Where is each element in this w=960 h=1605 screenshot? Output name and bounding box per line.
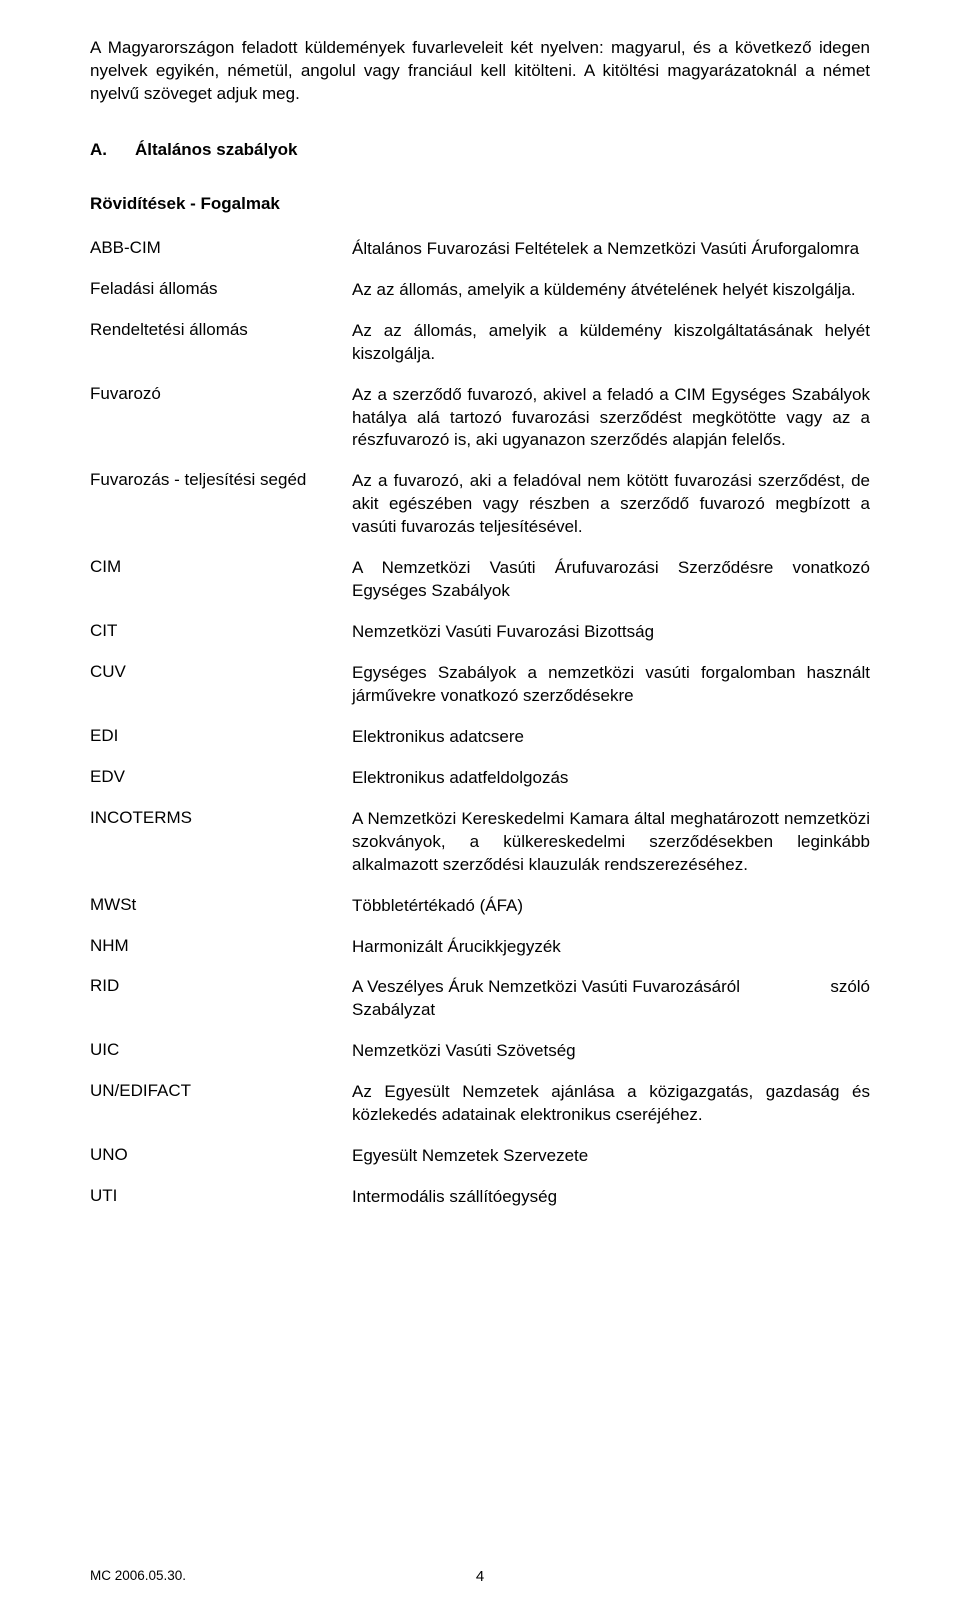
table-row: NHM Harmonizált Árucikkjegyzék xyxy=(90,936,870,977)
description: Az az állomás, amelyik a küldemény kiszo… xyxy=(352,320,870,384)
term: NHM xyxy=(90,936,352,977)
description: Intermodális szállítóegység xyxy=(352,1186,870,1227)
description: A Nemzetközi Vasúti Árufuvarozási Szerző… xyxy=(352,557,870,621)
table-row: UN/EDIFACT Az Egyesült Nemzetek ajánlása… xyxy=(90,1081,870,1145)
table-row: CIM A Nemzetközi Vasúti Árufuvarozási Sz… xyxy=(90,557,870,621)
table-row: INCOTERMS A Nemzetközi Kereskedelmi Kama… xyxy=(90,808,870,895)
table-row: MWSt Többletértékadó (ÁFA) xyxy=(90,895,870,936)
description: Nemzetközi Vasúti Szövetség xyxy=(352,1040,870,1081)
term: UN/EDIFACT xyxy=(90,1081,352,1145)
table-row: Fuvarozás - teljesítési segéd Az a fuvar… xyxy=(90,470,870,557)
intro-paragraph: A Magyarországon feladott küldemények fu… xyxy=(90,37,870,106)
term: Feladási állomás xyxy=(90,279,352,320)
table-row: CUV Egységes Szabályok a nemzetközi vasú… xyxy=(90,662,870,726)
term: Rendeltetési állomás xyxy=(90,320,352,384)
term: RID xyxy=(90,976,352,1040)
term: INCOTERMS xyxy=(90,808,352,895)
description: Elektronikus adatfeldolgozás xyxy=(352,767,870,808)
description: A Nemzetközi Kereskedelmi Kamara által m… xyxy=(352,808,870,895)
term: CUV xyxy=(90,662,352,726)
term: Fuvarozó xyxy=(90,384,352,471)
table-row: UTI Intermodális szállítóegység xyxy=(90,1186,870,1227)
footer: MC 2006.05.30. 4 xyxy=(90,1568,870,1583)
table-row: UIC Nemzetközi Vasúti Szövetség xyxy=(90,1040,870,1081)
rid-desc-right: szóló xyxy=(830,976,870,999)
page-number: 4 xyxy=(476,1568,484,1585)
table-row: RID A Veszélyes Áruk Nemzetközi Vasúti F… xyxy=(90,976,870,1040)
section-literal: A. xyxy=(90,140,135,160)
footer-left: MC 2006.05.30. xyxy=(90,1568,186,1583)
description: Elektronikus adatcsere xyxy=(352,726,870,767)
table-row: Rendeltetési állomás Az az állomás, amel… xyxy=(90,320,870,384)
table-row: UNO Egyesült Nemzetek Szervezete xyxy=(90,1145,870,1186)
description: Nemzetközi Vasúti Fuvarozási Bizottság xyxy=(352,621,870,662)
table-row: CIT Nemzetközi Vasúti Fuvarozási Bizotts… xyxy=(90,621,870,662)
section-title: Általános szabályok xyxy=(135,140,298,160)
page: A Magyarországon feladott küldemények fu… xyxy=(0,0,960,1605)
term: ABB-CIM xyxy=(90,238,352,279)
table-row: EDV Elektronikus adatfeldolgozás xyxy=(90,767,870,808)
table-row: EDI Elektronikus adatcsere xyxy=(90,726,870,767)
term: MWSt xyxy=(90,895,352,936)
term: EDV xyxy=(90,767,352,808)
term: EDI xyxy=(90,726,352,767)
term: UNO xyxy=(90,1145,352,1186)
table-row: Fuvarozó Az a szerződő fuvarozó, akivel … xyxy=(90,384,870,471)
rid-desc-line2: Szabályzat xyxy=(352,999,870,1022)
term: CIM xyxy=(90,557,352,621)
description: Harmonizált Árucikkjegyzék xyxy=(352,936,870,977)
section-heading: A. Általános szabályok xyxy=(90,140,870,160)
description: Egységes Szabályok a nemzetközi vasúti f… xyxy=(352,662,870,726)
rid-desc-left: A Veszélyes Áruk Nemzetközi Vasúti Fuvar… xyxy=(352,976,740,999)
description: Egyesült Nemzetek Szervezete xyxy=(352,1145,870,1186)
description: Az a fuvarozó, aki a feladóval nem kötöt… xyxy=(352,470,870,557)
table-row: ABB-CIM Általános Fuvarozási Feltételek … xyxy=(90,238,870,279)
table-row: Feladási állomás Az az állomás, amelyik … xyxy=(90,279,870,320)
description: Az Egyesült Nemzetek ajánlása a közigazg… xyxy=(352,1081,870,1145)
term: UTI xyxy=(90,1186,352,1227)
subheading: Rövidítések - Fogalmak xyxy=(90,194,870,214)
term: Fuvarozás - teljesítési segéd xyxy=(90,470,352,557)
term: CIT xyxy=(90,621,352,662)
description: Többletértékadó (ÁFA) xyxy=(352,895,870,936)
description: Általános Fuvarozási Feltételek a Nemzet… xyxy=(352,238,870,279)
term: UIC xyxy=(90,1040,352,1081)
description: A Veszélyes Áruk Nemzetközi Vasúti Fuvar… xyxy=(352,976,870,1040)
description: Az az állomás, amelyik a küldemény átvét… xyxy=(352,279,870,320)
description: Az a szerződő fuvarozó, akivel a feladó … xyxy=(352,384,870,471)
definitions-table: ABB-CIM Általános Fuvarozási Feltételek … xyxy=(90,238,870,1227)
